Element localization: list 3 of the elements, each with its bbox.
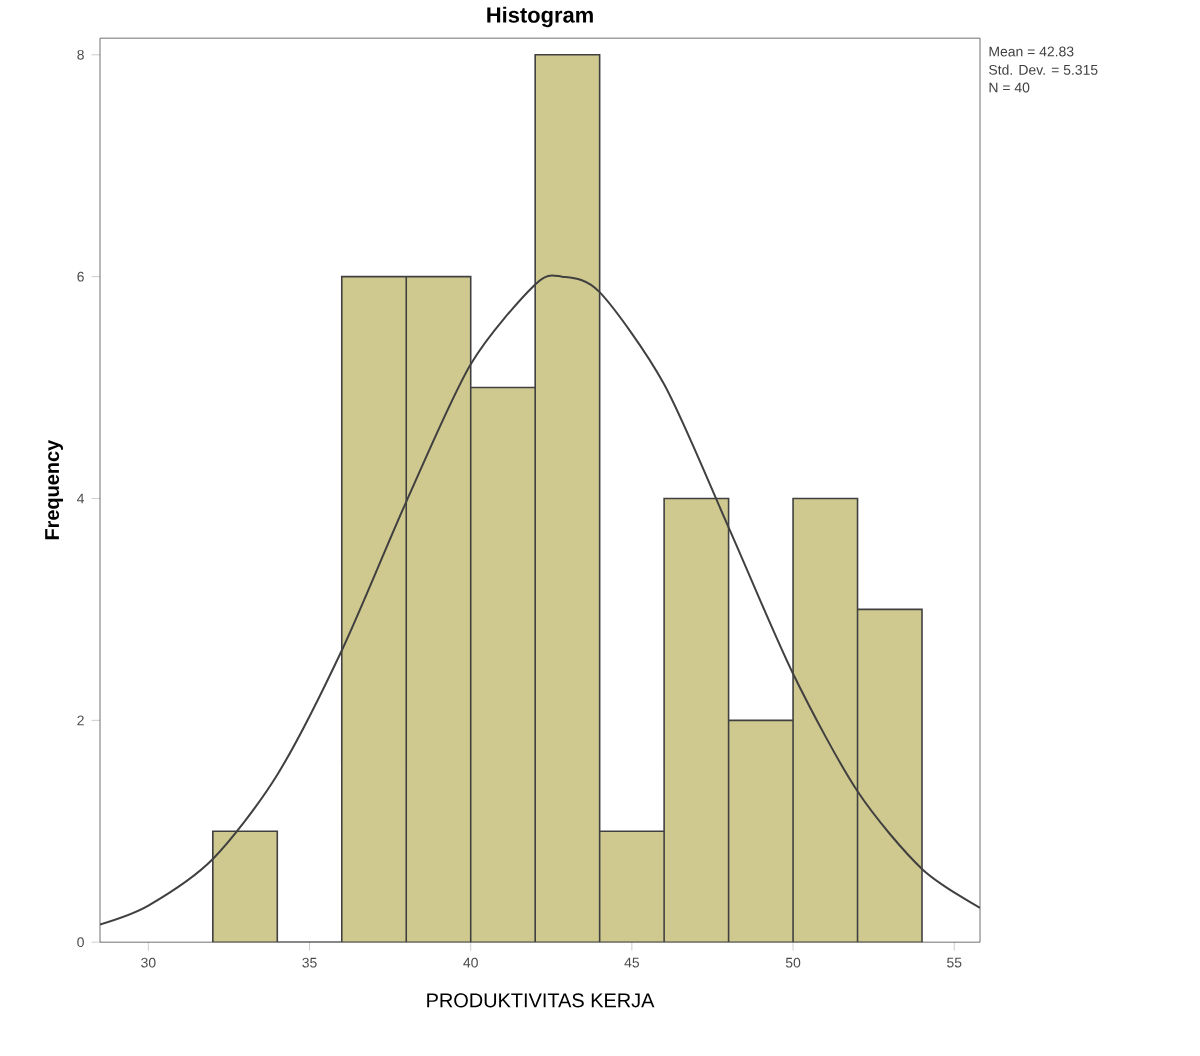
y-axis-title: Frequency [45,439,64,540]
x-axis-title: PRODUKTIVITAS KERJA [427,993,655,1008]
chart-title: Histogram [487,6,593,28]
